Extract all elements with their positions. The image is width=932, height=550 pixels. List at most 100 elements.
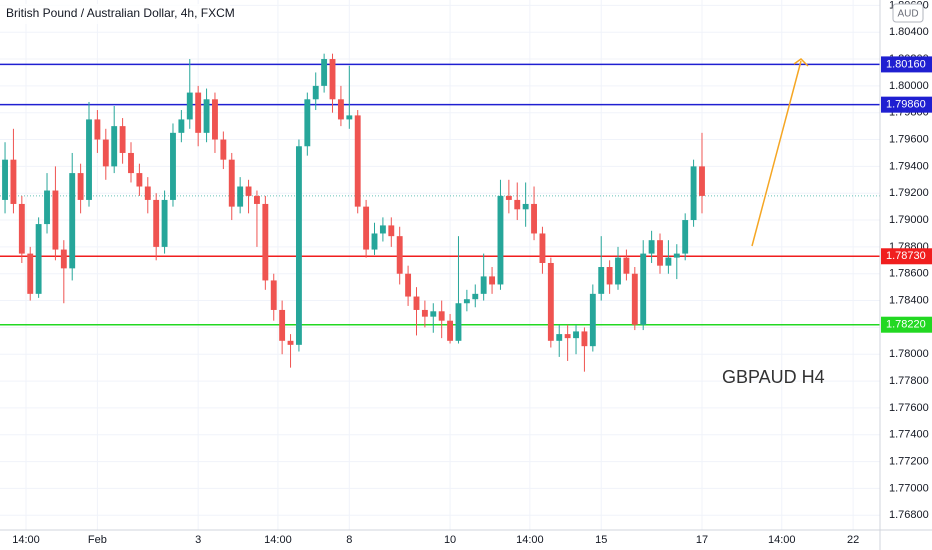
- candle-body: [522, 203, 529, 210]
- candle-body: [556, 334, 563, 341]
- level-label: 1.78220: [886, 319, 926, 331]
- candle-body: [2, 159, 8, 200]
- candle-body: [304, 99, 311, 147]
- candle-body: [35, 224, 42, 294]
- level-label: 1.79860: [886, 99, 926, 111]
- candle-body: [497, 195, 504, 285]
- candle-body: [60, 249, 67, 269]
- candle-body: [514, 199, 521, 210]
- arrow: [751, 60, 802, 247]
- candle-body: [270, 280, 277, 310]
- axes: 1.806001.804001.802001.800001.798001.796…: [12, 0, 932, 546]
- candle-body: [161, 199, 168, 247]
- y-tick-label: 1.79200: [889, 187, 929, 199]
- candle-body: [690, 166, 697, 221]
- candle-body: [44, 190, 50, 225]
- candle-body: [657, 240, 663, 266]
- level-label-bg: [881, 56, 932, 73]
- candle-body: [682, 220, 689, 254]
- level-label-bg: [881, 316, 932, 333]
- candle-body: [287, 340, 294, 345]
- x-tick-label: 17: [696, 534, 708, 546]
- candle-body: [463, 299, 470, 304]
- candle-body: [547, 262, 554, 341]
- candle-body: [371, 233, 378, 250]
- candle-body: [505, 195, 512, 200]
- x-tick-label: 3: [195, 534, 201, 546]
- y-tick-label: 1.77800: [889, 375, 929, 387]
- candle-body: [413, 296, 420, 310]
- level-label-bg: [881, 248, 932, 265]
- y-tick-label: 1.78400: [889, 294, 929, 306]
- y-tick-label: 1.77600: [889, 402, 929, 414]
- candle-body: [337, 99, 344, 120]
- candle-body: [438, 311, 445, 321]
- candle-body: [329, 59, 336, 100]
- candle-body: [262, 203, 269, 281]
- candle-body: [86, 119, 92, 200]
- x-tick-label: 14:00: [516, 534, 544, 546]
- candle-body: [170, 132, 176, 200]
- candle-body: [18, 203, 25, 254]
- y-tick-label: 1.79600: [889, 133, 929, 145]
- candle-body: [615, 257, 621, 285]
- candle-body: [111, 126, 118, 167]
- candle-body: [94, 119, 101, 140]
- currency-box: [892, 3, 924, 23]
- y-tick-label: 1.78600: [889, 268, 929, 280]
- y-tick-label: 1.77000: [889, 482, 929, 494]
- candle-body: [531, 203, 537, 234]
- candle-body: [77, 173, 84, 200]
- candle-body: [421, 309, 428, 317]
- candle-body: [254, 195, 260, 204]
- candle-body: [379, 225, 386, 234]
- candle-body: [69, 173, 76, 269]
- title-bg: [0, 4, 230, 24]
- candle-body: [10, 159, 17, 204]
- currency: AUD: [897, 9, 918, 20]
- x-tick-label: 14:00: [12, 534, 40, 546]
- candle-body: [623, 257, 630, 274]
- candle-body: [581, 331, 588, 347]
- y-tick-label: 1.78000: [889, 348, 929, 360]
- candle-body: [699, 166, 705, 196]
- candle-body: [144, 186, 151, 200]
- candle-body: [673, 253, 680, 258]
- level-label: 1.80160: [886, 58, 926, 70]
- x-tick-label: 14:00: [264, 534, 292, 546]
- chart-title: British Pound / Australian Dollar, 4h, F…: [6, 6, 235, 20]
- x-tick-label: Feb: [88, 534, 107, 546]
- candle-body: [489, 276, 495, 285]
- candle-body: [178, 119, 185, 133]
- candle-body: [195, 92, 202, 133]
- candle-body: [405, 273, 412, 297]
- candle-body: [472, 293, 479, 300]
- candle-body: [455, 303, 462, 341]
- candle-body: [203, 99, 210, 133]
- candle-body: [665, 257, 672, 266]
- level-lines: [0, 63, 880, 326]
- candle-body: [573, 331, 579, 339]
- candle-body: [228, 159, 235, 207]
- candle-body: [321, 59, 328, 86]
- y-tick-label: 1.79400: [889, 160, 929, 172]
- candle-body: [245, 186, 252, 196]
- candle-body: [447, 320, 454, 341]
- arrow-head: [793, 58, 809, 67]
- y-tick-label: 1.77200: [889, 455, 929, 467]
- candle-body: [354, 115, 361, 207]
- candle-body: [128, 152, 134, 174]
- candles: [2, 53, 705, 372]
- x-tick-label: 22: [847, 534, 859, 546]
- candle-body: [606, 267, 613, 285]
- x-tick-label: 15: [595, 534, 607, 546]
- candle-body: [136, 173, 143, 187]
- candle-body: [640, 253, 647, 325]
- annotation: GBPAUD H4: [722, 367, 825, 387]
- candle-body: [102, 139, 109, 167]
- candle-body: [631, 273, 638, 325]
- candle-body: [388, 225, 395, 237]
- level-label-bg: [881, 96, 932, 113]
- x-tick-label: 14:00: [768, 534, 796, 546]
